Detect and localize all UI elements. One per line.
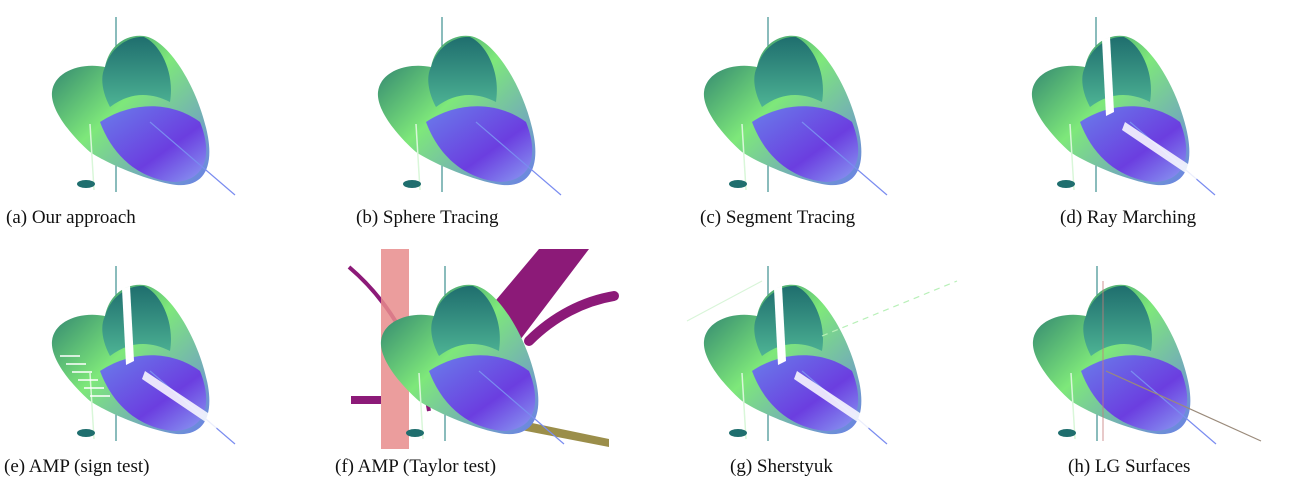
caption-c: (c) Segment Tracing — [700, 207, 856, 228]
artifact-beads — [524, 291, 619, 346]
surface-cavity — [102, 36, 171, 108]
surface-a — [51, 17, 236, 196]
caption-g: (g) Sherstyuk — [730, 456, 833, 477]
artifact-gap — [122, 286, 134, 365]
artifact-gap — [774, 286, 786, 365]
surface-foot — [403, 180, 421, 188]
surface-foot — [77, 429, 95, 437]
surface-seam — [741, 372, 747, 440]
surface-cavity — [102, 285, 171, 356]
surface-cavity — [1083, 285, 1152, 356]
caption-f: (f) AMP (Taylor test) — [335, 456, 497, 477]
artifact-white-streak — [794, 371, 872, 429]
caption-a: (a) Our approach — [6, 207, 136, 228]
surface-lobe — [1081, 355, 1188, 431]
caption-b: (b) Sphere Tracing — [356, 207, 499, 228]
artifact-white-streak — [142, 371, 220, 429]
render-g — [686, 266, 958, 445]
surface-b — [377, 17, 562, 196]
surface-lobe — [429, 355, 536, 431]
surface-f — [347, 249, 619, 449]
surface-lobe — [752, 106, 859, 182]
surface-cavity — [1082, 36, 1151, 108]
panel-c: (c) Segment Tracing — [658, 0, 987, 249]
surface-seam — [418, 372, 424, 440]
axis-diagonal — [801, 121, 888, 196]
render-a — [51, 17, 236, 196]
artifact-white-streak — [1122, 122, 1200, 180]
surface-lobe — [100, 106, 207, 182]
panel-g: (g) Sherstyuk — [658, 249, 987, 498]
axis-diagonal — [1130, 370, 1217, 445]
render-c — [703, 17, 888, 196]
surface-seam — [415, 123, 421, 191]
surface-foot — [729, 180, 747, 188]
render-b — [377, 17, 562, 196]
surface-foot — [729, 429, 747, 437]
surface-foot — [1057, 180, 1075, 188]
panel-e: (e) AMP (sign test) — [0, 249, 329, 498]
panel-b: (b) Sphere Tracing — [329, 0, 658, 249]
artifact-thin-line — [1105, 370, 1262, 442]
render-f — [347, 249, 619, 449]
render-h — [1032, 266, 1262, 445]
surface-cavity — [428, 36, 497, 108]
caption-h: (h) LG Surfaces — [1068, 456, 1191, 477]
caption-e: (e) AMP (sign test) — [4, 456, 150, 477]
surface-seam — [89, 372, 95, 440]
surface-seam — [741, 123, 747, 191]
panel-f: (f) AMP (Taylor test) — [329, 249, 658, 498]
axis-diagonal — [475, 121, 562, 196]
caption-d: (d) Ray Marching — [1060, 207, 1197, 228]
surface-cavity — [431, 285, 500, 356]
surface-cavity — [754, 285, 823, 356]
surface-seam — [1069, 123, 1075, 191]
render-e — [51, 266, 236, 445]
surface-seam — [1070, 372, 1076, 440]
axis-diagonal — [478, 370, 565, 445]
surface-foot — [406, 429, 424, 437]
surface-foot — [77, 180, 95, 188]
artifact-dashed-ray — [821, 280, 958, 337]
artifact-sliver — [351, 396, 381, 404]
panel-h: (h) LG Surfaces — [987, 249, 1316, 498]
surface-cavity — [754, 36, 823, 108]
panel-a: (a) Our approach — [0, 0, 329, 249]
panel-d: (d) Ray Marching — [987, 0, 1316, 249]
surface-seam — [89, 123, 95, 191]
render-d — [1031, 17, 1216, 196]
surface-lobe — [100, 355, 207, 431]
surface-c — [703, 17, 888, 196]
axis-diagonal — [149, 121, 236, 196]
surface-foot — [1058, 429, 1076, 437]
surface-lobe — [1080, 106, 1187, 182]
surface-d — [1031, 17, 1216, 196]
artifact-faint-ray — [686, 280, 763, 322]
surface-lobe — [752, 355, 859, 431]
artifact-gap — [1102, 37, 1114, 116]
surface-g — [686, 266, 958, 445]
surface-h — [1032, 266, 1262, 445]
surface-lobe — [426, 106, 533, 182]
surface-e — [51, 266, 236, 445]
